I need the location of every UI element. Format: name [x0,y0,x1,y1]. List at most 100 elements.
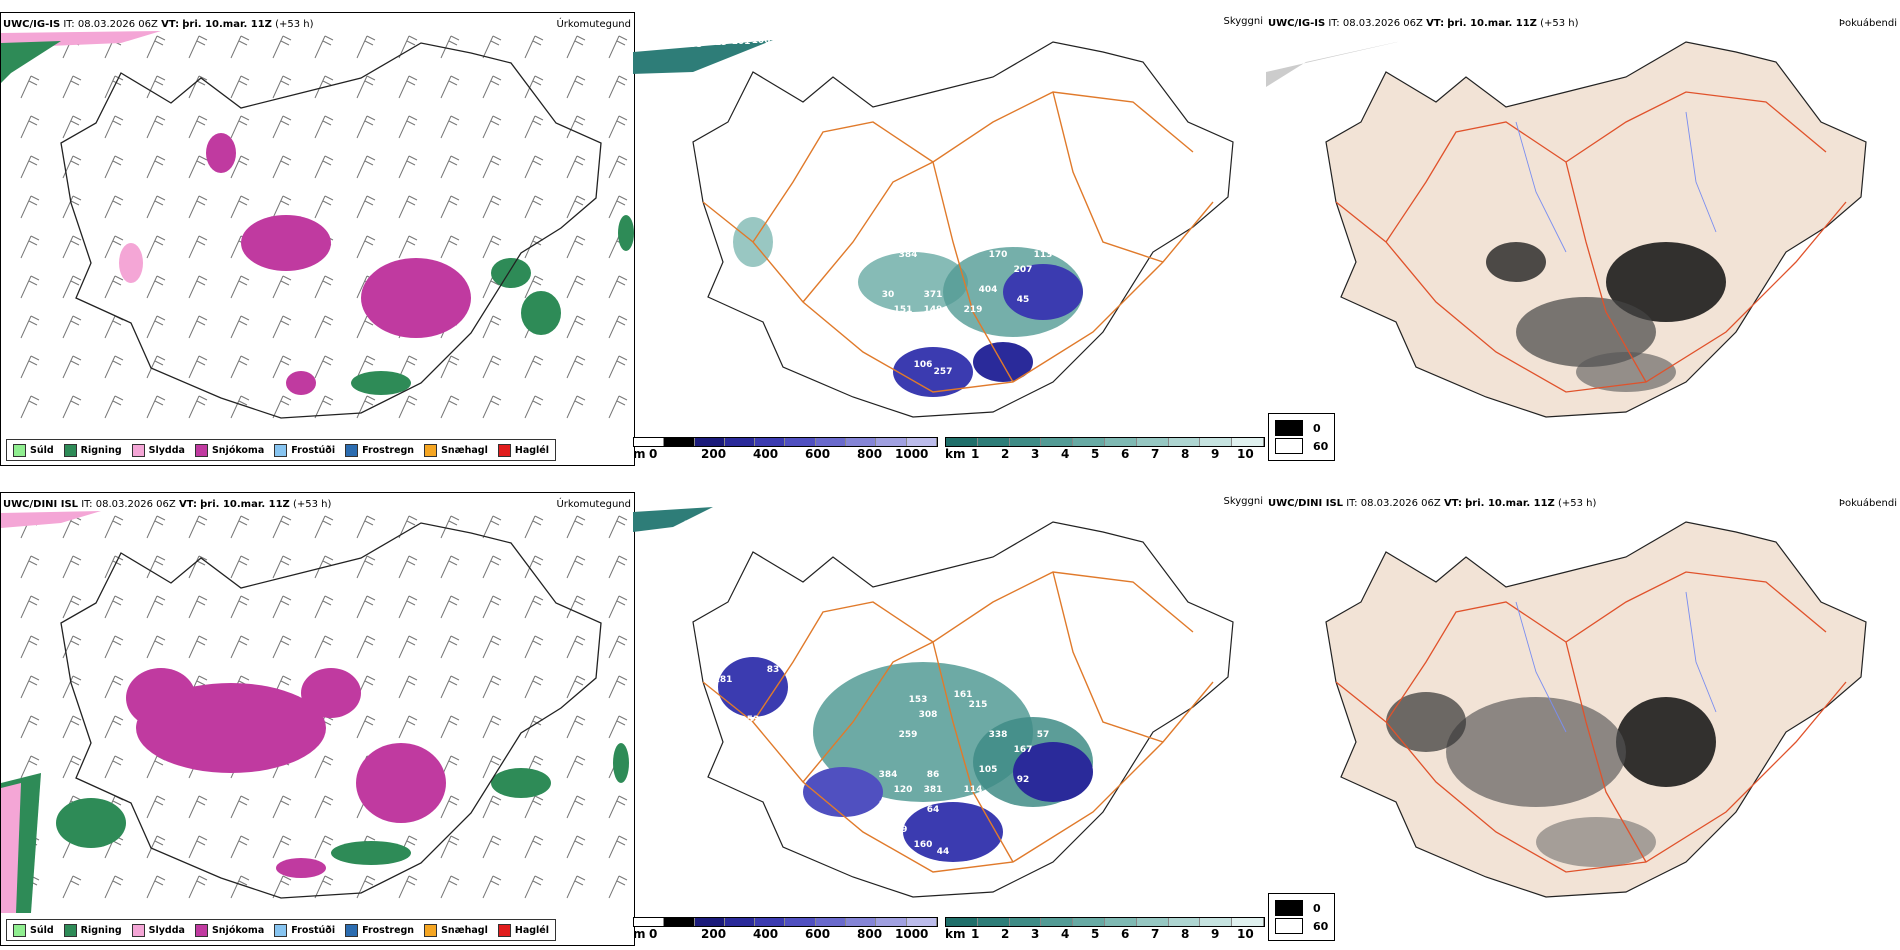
legend-item: Snjókoma [194,443,264,457]
wind-barb [608,715,628,739]
wind-barb [566,195,586,219]
wind-barb [524,395,544,419]
road-network [1335,571,1847,873]
wind-barb [20,235,40,259]
rivers [1515,591,1717,733]
wind-barb [230,35,250,59]
wind-barb [146,235,166,259]
legend-item: Rigning [63,923,122,937]
station-value: 140 [1064,215,1083,225]
panel-title: UWC/DINI ISL IT: 08.03.2026 06Z VT: þri.… [3,499,332,510]
station-value: 170 [989,250,1008,260]
panel-title: UWC/IG-IS IT: 08.03.2026 06Z VT: þri. 10… [1268,18,1579,29]
wind-barb [356,715,376,739]
legend-swatch [274,443,288,457]
station-value: 161 [954,690,973,700]
station-value: 44 [937,847,950,857]
wind-barb [524,355,544,379]
station-value: 215 [969,700,988,710]
colorbar-segment [946,918,978,926]
wind-barb [440,555,460,579]
wind-barb [524,235,544,259]
wind-barb [566,675,586,699]
ceiling-scale-labels: m 0 200 400 600 800 1000 [633,447,929,461]
wind-barb [314,635,334,659]
colorbar-segment [1232,918,1264,926]
wind-barb [482,35,502,59]
wind-barb [272,515,292,539]
panel-right-title: Úrkomutegund [556,19,631,30]
wind-barb [146,555,166,579]
wind-barb [20,195,40,219]
wind-barb [314,875,334,899]
wind-barb [524,275,544,299]
ceiling-scale-bottom: m 0 200 400 600 800 1000 [633,917,938,947]
wind-barb [314,75,334,99]
station-value: 81 [882,320,895,330]
wind-barb [230,275,250,299]
wind-barb [482,75,502,99]
wind-barb [608,555,628,579]
wind-barb [230,595,250,619]
wind-barb [356,75,376,99]
station-value: 167 [1014,745,1033,755]
wind-barb [566,275,586,299]
colorbar-segment [694,438,725,446]
wind-barb [188,35,208,59]
wind-barb [272,555,292,579]
colorbar-segment [1136,438,1169,446]
colorbar-segment [664,438,695,446]
fog-map [1325,521,1867,898]
wind-barb [62,875,82,899]
colorbar-segment [977,438,1010,446]
station-value: 160 [914,840,933,850]
wind-barb [272,35,292,59]
wind-barb [482,115,502,139]
wind-barb [608,35,628,59]
wind-barb [440,835,460,859]
legend-item: 0 [1275,420,1328,436]
station-value: 259 [899,730,918,740]
wind-barb [356,555,376,579]
wind-barb [566,515,586,539]
legend-item: 0 [1275,900,1328,916]
visibility-scale-top: km 1 2 3 4 5 6 7 8 9 10 [945,437,1265,467]
wind-barb [356,35,376,59]
wind-barb [146,795,166,819]
legend-swatch [13,923,26,937]
panel-right-title: Skyggni [1223,16,1263,27]
colorbar-segment [634,918,665,926]
wind-barb [230,555,250,579]
wind-barb [398,555,418,579]
wind-barb [440,355,460,379]
colorbar-segment [815,438,847,446]
colorbar-segment [1104,438,1137,446]
wind-barb [440,395,460,419]
wind-barb [272,875,292,899]
legend-item: Slydda [131,443,185,457]
station-value: 308 [919,710,938,720]
fog-map [1266,40,1867,418]
wind-barb [230,515,250,539]
fog-panel-top: UWC/IG-IS IT: 08.03.2026 06Z VT: þri. 10… [1266,12,1900,464]
station-value: 153 [909,695,928,705]
wind-barb [146,315,166,339]
wind-barb [104,675,124,699]
station-value: 105 [979,765,998,775]
wind-barb [188,155,208,179]
station-value: 113 [1034,250,1053,260]
wind-barb [566,795,586,819]
scale-unit: m [633,447,646,461]
wind-barb [314,515,334,539]
legend-item: Frostregn [345,443,414,457]
wind-barb [314,555,334,579]
legend-swatch [424,443,438,457]
colorbar-segment [906,438,937,446]
legend-swatch [131,443,145,457]
legend-swatch [131,923,145,937]
visibility-colorbar [945,437,1265,447]
wind-barb [272,395,292,419]
